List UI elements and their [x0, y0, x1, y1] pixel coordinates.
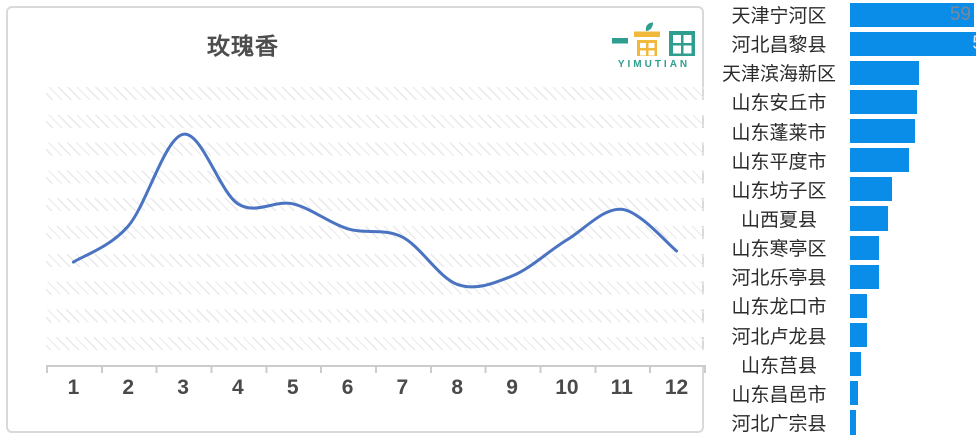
chart-title: 玫瑰香 [207, 33, 279, 59]
bar[interactable]: 59 [850, 2, 974, 27]
x-axis-label: 10 [555, 376, 579, 399]
bar[interactable] [850, 264, 880, 289]
bar-track [850, 60, 976, 85]
bar-row: 河北乐亭县 [710, 262, 976, 291]
x-axis-label: 9 [506, 376, 518, 399]
bar-row: 天津宁河区 59 [710, 0, 976, 29]
bar-row: 山东昌邑市 [710, 379, 976, 408]
yimutian-logo-icon [612, 22, 695, 56]
bar-track [850, 148, 976, 173]
bar-track [850, 352, 976, 377]
bar-row: 山西夏县 [710, 204, 976, 233]
region-label: 河北昌黎县 [731, 35, 827, 57]
line-plot-area[interactable] [46, 87, 704, 365]
bar-track [850, 206, 976, 231]
bar-track [850, 323, 976, 348]
bar[interactable] [850, 410, 857, 435]
region-label: 山东安丘市 [731, 93, 827, 115]
region-bar-list: 天津宁河区 59 河北昌黎县 5 天津滨海新区山东安丘市山东蓬莱市山东平度市山东坊子区山… [710, 0, 976, 437]
bar-row: 山东龙口市 [710, 291, 976, 320]
bar[interactable] [850, 119, 916, 144]
line-chart-card: 玫瑰香 YIMUTIAN [6, 6, 706, 433]
x-axis-label: 8 [451, 376, 464, 399]
bar-row: 山东蓬莱市 [710, 117, 976, 146]
bar[interactable] [850, 177, 892, 202]
region-label: 山西夏县 [740, 210, 817, 232]
x-axis [46, 365, 706, 373]
x-axis-label: 12 [664, 376, 689, 399]
bar-row: 山东寒亭区 [710, 233, 976, 262]
region-label: 山东昌邑市 [731, 384, 827, 406]
region-label: 河北广宗县 [731, 414, 827, 436]
bar-track [850, 410, 976, 435]
bar-track: 5 [850, 31, 976, 56]
bar[interactable] [850, 60, 920, 85]
bar[interactable] [850, 206, 888, 231]
x-axis-labels: 1 2 3 4 5 6 7 8 9 10 11 12 [46, 376, 704, 406]
x-axis-label: 6 [341, 376, 354, 399]
x-axis-label: 4 [232, 376, 244, 399]
bar[interactable] [850, 148, 909, 173]
bar[interactable] [850, 89, 918, 115]
yimutian-logo: YIMUTIAN [610, 22, 698, 70]
region-label: 河北卢龙县 [731, 326, 827, 348]
bar[interactable]: 5 [850, 31, 976, 56]
bar[interactable] [850, 352, 861, 377]
bar-track [850, 89, 976, 115]
bar-track [850, 293, 976, 319]
region-label: 天津滨海新区 [721, 64, 836, 86]
x-axis-label: 11 [610, 376, 633, 399]
bar-track [850, 264, 976, 289]
trend-line [71, 132, 679, 289]
region-label: 山东龙口市 [731, 297, 827, 319]
bar[interactable] [850, 293, 867, 319]
bar-row: 山东坊子区 [710, 175, 976, 204]
x-axis-label: 7 [396, 376, 409, 399]
yimutian-logo-text: YIMUTIAN [617, 59, 691, 70]
bar-row: 天津滨海新区 [710, 58, 976, 87]
region-label: 山东蓬莱市 [731, 122, 827, 144]
bar-track: 59 [850, 2, 976, 27]
bar[interactable] [850, 381, 859, 406]
bar-value-label: 5 [972, 33, 976, 55]
bar-track [850, 381, 976, 406]
region-label: 山东寒亭区 [731, 239, 827, 261]
bar[interactable] [850, 323, 867, 348]
bar-row: 河北卢龙县 [710, 321, 976, 350]
bar-row: 河北广宗县 [710, 408, 976, 437]
bar-row: 山东莒县 [710, 350, 976, 379]
x-axis-label: 1 [67, 376, 80, 399]
x-axis-label: 5 [286, 376, 299, 399]
region-label: 天津宁河区 [731, 6, 827, 28]
bar[interactable] [850, 235, 880, 260]
bar-track [850, 119, 976, 144]
bar-row: 山东平度市 [710, 146, 976, 175]
region-label: 山东莒县 [740, 355, 817, 377]
region-label: 山东平度市 [731, 151, 827, 173]
region-label: 山东坊子区 [731, 180, 827, 202]
bar-track [850, 235, 976, 260]
x-axis-label: 2 [122, 376, 135, 399]
bar-row: 山东安丘市 [710, 87, 976, 116]
x-axis-label: 3 [177, 376, 189, 399]
bar-row: 河北昌黎县 5 [710, 29, 976, 58]
bar-value-label: 59 [949, 3, 971, 25]
bar-track [850, 177, 976, 202]
region-label: 河北乐亭县 [731, 268, 827, 290]
